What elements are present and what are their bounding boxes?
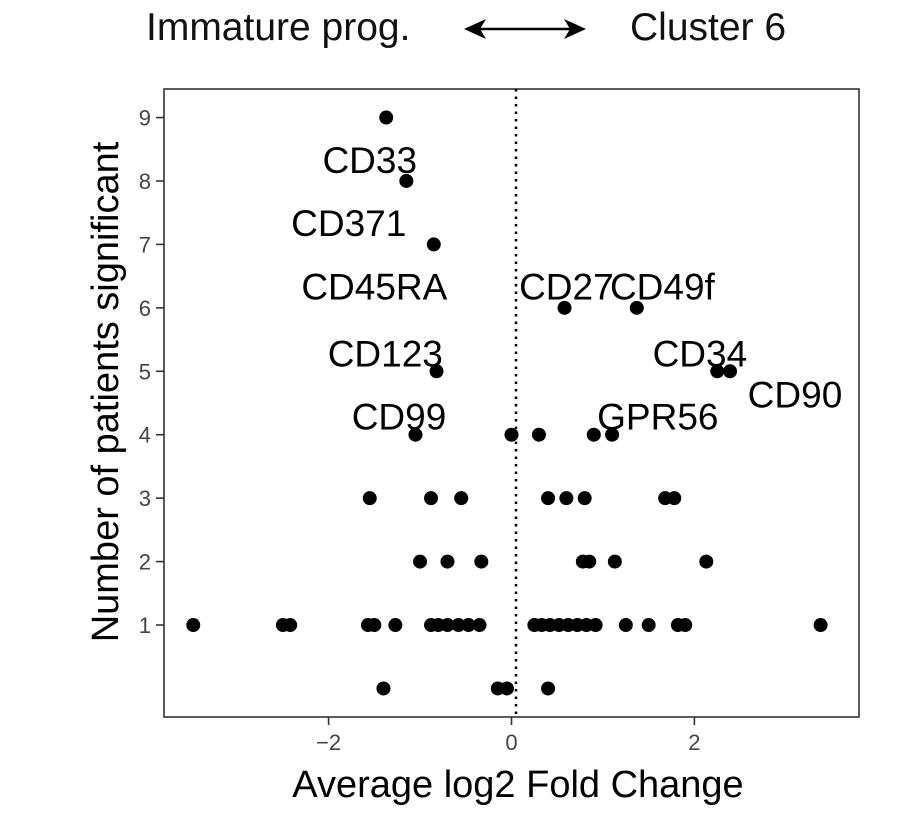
- data-point: [408, 427, 423, 442]
- header-left-label: Immature prog.: [146, 6, 411, 49]
- data-point: [426, 237, 441, 252]
- y-tick-label: 4: [139, 423, 151, 448]
- x-tick-label: 2: [688, 730, 700, 755]
- data-point: [557, 300, 572, 315]
- y-tick-label: 3: [139, 486, 151, 511]
- data-point: [186, 618, 201, 633]
- data-point: [283, 618, 298, 633]
- y-tick-label: 5: [139, 359, 151, 384]
- double-arrow-icon: [464, 19, 586, 39]
- point-annotation: CD49f: [610, 267, 716, 308]
- point-annotation: CD27: [519, 267, 614, 308]
- data-point: [586, 427, 601, 442]
- data-point: [618, 618, 633, 633]
- data-point: [559, 491, 574, 506]
- data-point: [499, 681, 514, 696]
- data-point: [504, 427, 519, 442]
- point-annotation: CD33: [322, 140, 417, 181]
- point-annotation: CD90: [748, 374, 843, 415]
- y-tick-label: 2: [139, 550, 151, 575]
- comparison-header: Immature prog. Cluster 6: [0, 0, 917, 60]
- data-point: [813, 618, 828, 633]
- y-tick-label: 8: [139, 169, 151, 194]
- data-point: [531, 427, 546, 442]
- data-point: [472, 618, 487, 633]
- data-point: [362, 491, 377, 506]
- data-point: [429, 364, 444, 379]
- y-tick-label: 9: [139, 106, 151, 131]
- data-point: [678, 618, 693, 633]
- data-point: [629, 300, 644, 315]
- data-point: [607, 554, 622, 569]
- data-point: [424, 491, 439, 506]
- data-point: [413, 554, 428, 569]
- data-point: [588, 618, 603, 633]
- y-tick-label: 1: [139, 613, 151, 638]
- point-annotation: CD45RA: [301, 267, 447, 308]
- data-point: [667, 491, 682, 506]
- data-point: [641, 618, 656, 633]
- data-point: [399, 173, 414, 188]
- header-right-label: Cluster 6: [630, 6, 787, 49]
- point-annotation: CD99: [352, 397, 447, 438]
- y-tick-label: 6: [139, 296, 151, 321]
- point-annotation: CD371: [291, 203, 406, 244]
- point-annotation: CD123: [328, 333, 443, 374]
- point-annotation: CD34: [653, 333, 748, 374]
- data-point: [582, 554, 597, 569]
- data-point: [376, 681, 391, 696]
- data-point: [379, 110, 394, 125]
- data-point: [461, 618, 476, 633]
- data-point: [440, 618, 455, 633]
- data-point: [454, 491, 469, 506]
- data-point: [577, 491, 592, 506]
- data-point: [451, 618, 466, 633]
- data-point: [541, 491, 556, 506]
- data-point: [388, 618, 403, 633]
- x-axis-label: Average log2 Fold Change: [292, 764, 743, 806]
- data-point: [723, 364, 738, 379]
- data-point: [605, 427, 620, 442]
- data-point: [541, 681, 556, 696]
- data-point: [367, 618, 382, 633]
- y-tick-label: 7: [139, 232, 151, 257]
- data-point: [710, 364, 725, 379]
- y-axis-label: Number of patients significant: [85, 141, 127, 642]
- data-point: [474, 554, 489, 569]
- x-tick-label: 0: [505, 730, 517, 755]
- data-point: [440, 554, 455, 569]
- x-tick-label: −2: [316, 730, 341, 755]
- point-annotation: GPR56: [597, 397, 718, 438]
- data-point: [699, 554, 714, 569]
